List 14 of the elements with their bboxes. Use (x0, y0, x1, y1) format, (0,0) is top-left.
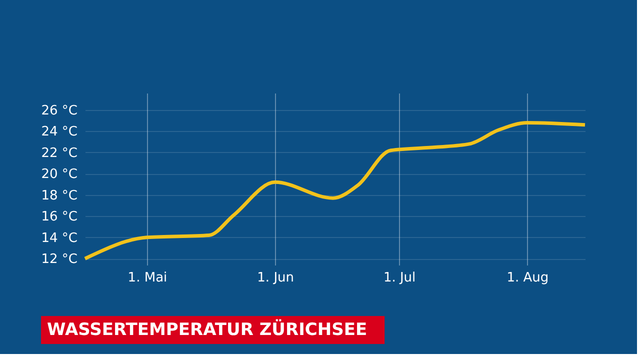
y-tick-label: 18 °C (41, 188, 78, 204)
y-tick-label: 24 °C (41, 124, 78, 140)
y-tick-label: 16 °C (41, 210, 78, 225)
text: WASSERTEMPERATUR ZÜRICHSEE (47, 319, 368, 340)
y-tick-label: 22 °C (41, 146, 78, 161)
x-tick-label: 1. Mai (128, 270, 168, 286)
y-tick-label: 12 °C (41, 252, 78, 268)
y-tick-label: 26 °C (41, 103, 78, 118)
x-tick-label: 1. Jul (383, 270, 416, 286)
x-tick-label: 1. Jun (257, 270, 294, 286)
y-tick-label: 14 °C (41, 230, 78, 246)
x-tick-label: 1. Aug (506, 270, 549, 286)
line-series (83, 120, 587, 260)
y-tick-label: 20 °C (41, 167, 78, 182)
